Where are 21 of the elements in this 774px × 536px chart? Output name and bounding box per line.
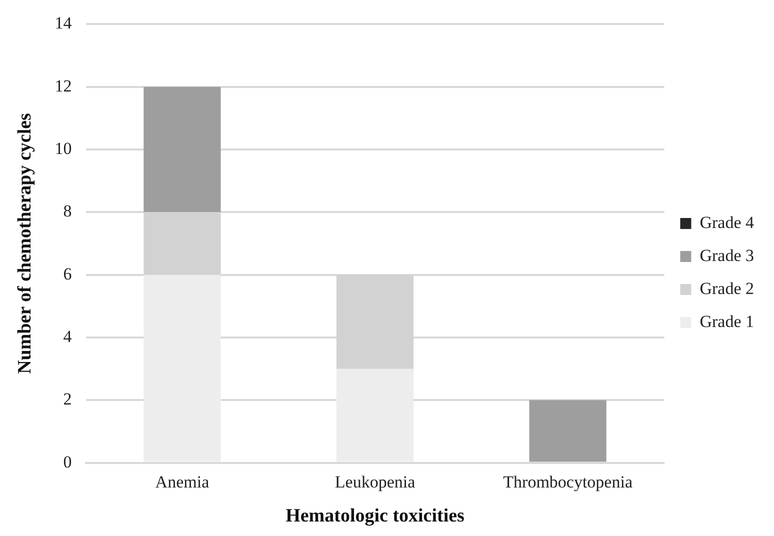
y-tick-label: 4 bbox=[63, 326, 72, 346]
y-tick-label: 8 bbox=[63, 202, 72, 221]
y-tick-label: 12 bbox=[54, 76, 72, 96]
y-tick-label: 6 bbox=[63, 264, 72, 284]
y-tick-label: 0 bbox=[63, 452, 72, 472]
legend-label: Grade 3 bbox=[700, 246, 754, 265]
bar bbox=[529, 400, 606, 462]
y-axis-title: Number of chemotherapy cycles bbox=[14, 113, 36, 374]
legend-label: Grade 2 bbox=[700, 278, 754, 298]
x-tick-label: Thrombocytopenia bbox=[503, 472, 633, 492]
bar bbox=[144, 86, 221, 212]
y-tick-label: 2 bbox=[63, 390, 72, 409]
legend-label: Grade 4 bbox=[700, 212, 754, 232]
y-tick-label: 10 bbox=[54, 138, 72, 158]
x-tick-label: Leukopenia bbox=[334, 472, 416, 492]
bar bbox=[336, 368, 414, 462]
x-axis-title: Hematologic toxicities bbox=[286, 506, 464, 527]
y-tick-label: 14 bbox=[54, 14, 72, 33]
legend-label: Grade 1 bbox=[700, 312, 754, 331]
x-tick-label: Anemia bbox=[155, 472, 210, 492]
bar bbox=[144, 274, 221, 462]
